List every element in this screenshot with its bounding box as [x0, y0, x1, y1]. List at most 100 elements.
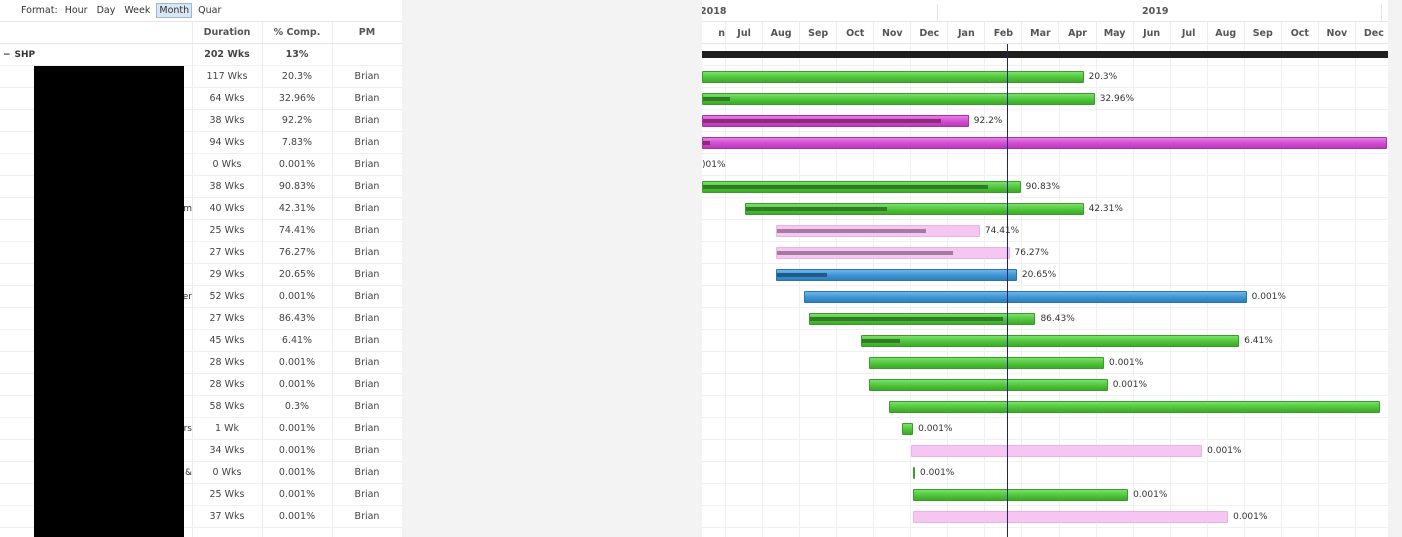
task-bar[interactable] [913, 467, 916, 479]
task-bar-label: 76.27% [1014, 248, 1049, 258]
table-row[interactable]: 25 Wks 0.001% Brian [0, 484, 402, 506]
table-row[interactable]: 25 Wks 74.41% Brian [0, 220, 402, 242]
month-gridline [762, 44, 764, 537]
task-duration: 27 Wks [209, 247, 245, 258]
task-pm: Brian [354, 269, 380, 280]
header-duration[interactable]: Duration [192, 22, 262, 44]
table-row[interactable]: 27 Wks 76.27% Brian [0, 242, 402, 264]
row-gridline [702, 197, 1388, 198]
table-row[interactable]: 38 Wks 90.83% Brian [0, 176, 402, 198]
task-completion: 0.001% [278, 445, 316, 456]
task-bar[interactable] [861, 335, 1240, 347]
column-divider [192, 22, 193, 537]
month-label: Nov [1319, 22, 1356, 44]
task-pm: Brian [354, 511, 380, 522]
year-scale: 2018 2019 [702, 0, 1388, 22]
task-duration: 0 Wks [212, 467, 242, 478]
task-bar-label: 6.41% [1244, 336, 1273, 346]
table-row[interactable]: 0 Wks 0.001% Brian [0, 154, 402, 176]
month-gridline [947, 44, 949, 537]
month-gridline [910, 44, 912, 537]
task-bar[interactable] [776, 269, 1017, 281]
table-row[interactable]: 29 Wks 20.65% Brian [0, 264, 402, 286]
task-name: rs [183, 423, 192, 434]
year-label-2019: 2019 [1142, 5, 1169, 17]
task-name: m [183, 203, 192, 214]
task-pm: Brian [354, 247, 380, 258]
task-bar[interactable] [776, 247, 1010, 259]
header-pm[interactable]: PM [332, 22, 402, 44]
task-pm: Brian [354, 357, 380, 368]
month-gridline [1354, 44, 1356, 537]
table-row[interactable]: 94 Wks 7.83% Brian [0, 132, 402, 154]
task-bar[interactable] [913, 511, 1229, 523]
task-progress [703, 119, 942, 123]
format-month-button[interactable]: Month [156, 3, 193, 18]
task-bar[interactable] [702, 93, 1095, 105]
task-duration: 40 Wks [209, 203, 245, 214]
table-row[interactable]: 34 Wks 0.001% Brian [0, 440, 402, 462]
table-row[interactable]: 58 Wks 0.3% Brian [0, 396, 402, 418]
table-row[interactable]: 37 Wks 0.001% Brian [0, 506, 402, 528]
month-label: Jul [726, 22, 764, 44]
task-bar[interactable] [913, 489, 1129, 501]
task-bar[interactable] [776, 225, 980, 237]
header-completion[interactable]: % Comp. [262, 22, 332, 44]
task-duration: 0 Wks [212, 159, 242, 170]
task-bar[interactable] [744, 203, 1084, 215]
format-hour-button[interactable]: Hour [64, 5, 88, 16]
table-row[interactable]: 27 Wks 86.43% Brian [0, 308, 402, 330]
scrollbar-track[interactable] [1388, 0, 1402, 537]
row-gridline [702, 219, 1388, 220]
task-bar[interactable] [702, 181, 1021, 193]
table-row[interactable]: 28 Wks 0.001% Brian [0, 352, 402, 374]
task-bar[interactable] [868, 357, 1104, 369]
task-bar[interactable] [911, 445, 1203, 457]
task-completion: 0.001% [278, 159, 316, 170]
task-bar[interactable] [868, 379, 1108, 391]
format-quarter-button[interactable]: Quar [198, 5, 222, 16]
table-row[interactable]: & 0 Wks 0.001% Brian [0, 462, 402, 484]
month-scale: n Jul Aug Sep Oct Nov Dec Jan Feb Mar Apr May Jun Jul… [702, 22, 1388, 44]
month-label: Dec [1356, 22, 1388, 44]
task-duration: 38 Wks [209, 181, 245, 192]
table-row[interactable]: rs 1 Wk 0.001% Brian [0, 418, 402, 440]
format-day-button[interactable]: Day [96, 5, 116, 16]
month-label: Jan [948, 22, 986, 44]
task-pm: Brian [354, 93, 380, 104]
format-week-button[interactable]: Week [124, 5, 151, 16]
task-bar[interactable] [702, 137, 1388, 149]
task-grid: Format: Hour Day Week Month Quar Duratio… [0, 0, 402, 537]
task-bar-label: 0.001% [1112, 380, 1148, 390]
task-bar[interactable] [902, 423, 914, 435]
task-bar-label: 74.41% [984, 226, 1020, 236]
collapse-toggle-icon[interactable]: − [3, 49, 11, 60]
group-row-shp[interactable]: − SHP 202 Wks 13% [0, 44, 402, 66]
task-duration: 34 Wks [209, 445, 245, 456]
task-duration: 58 Wks [209, 401, 245, 412]
table-row[interactable]: 64 Wks 32.96% Brian [0, 88, 402, 110]
table-row[interactable]: 38 Wks 92.2% Brian [0, 110, 402, 132]
task-bar[interactable] [702, 71, 1084, 83]
month-label: Nov [874, 22, 912, 44]
task-bar[interactable] [809, 313, 1036, 325]
task-progress [703, 185, 988, 189]
task-completion: 7.83% [281, 137, 313, 148]
task-completion: 0.001% [278, 467, 316, 478]
column-divider [262, 22, 263, 537]
table-row[interactable]: 45 Wks 6.41% Brian [0, 330, 402, 352]
table-row[interactable]: 117 Wks 20.3% Brian [0, 66, 402, 88]
header-task-name[interactable] [0, 22, 192, 44]
table-row[interactable]: er 52 Wks 0.001% Brian [0, 286, 402, 308]
task-completion: 20.3% [281, 71, 313, 82]
task-bar[interactable] [889, 401, 1380, 413]
task-duration: 28 Wks [209, 379, 245, 390]
task-bar-label: 32.96% [1099, 94, 1135, 104]
table-row[interactable]: m 40 Wks 42.31% Brian [0, 198, 402, 220]
task-bar[interactable] [702, 115, 969, 127]
task-bar[interactable] [803, 291, 1247, 303]
task-completion: 6.41% [281, 335, 313, 346]
table-row[interactable]: 28 Wks 0.001% Brian [0, 374, 402, 396]
summary-bar[interactable] [702, 51, 1388, 58]
row-gridline [702, 329, 1388, 330]
